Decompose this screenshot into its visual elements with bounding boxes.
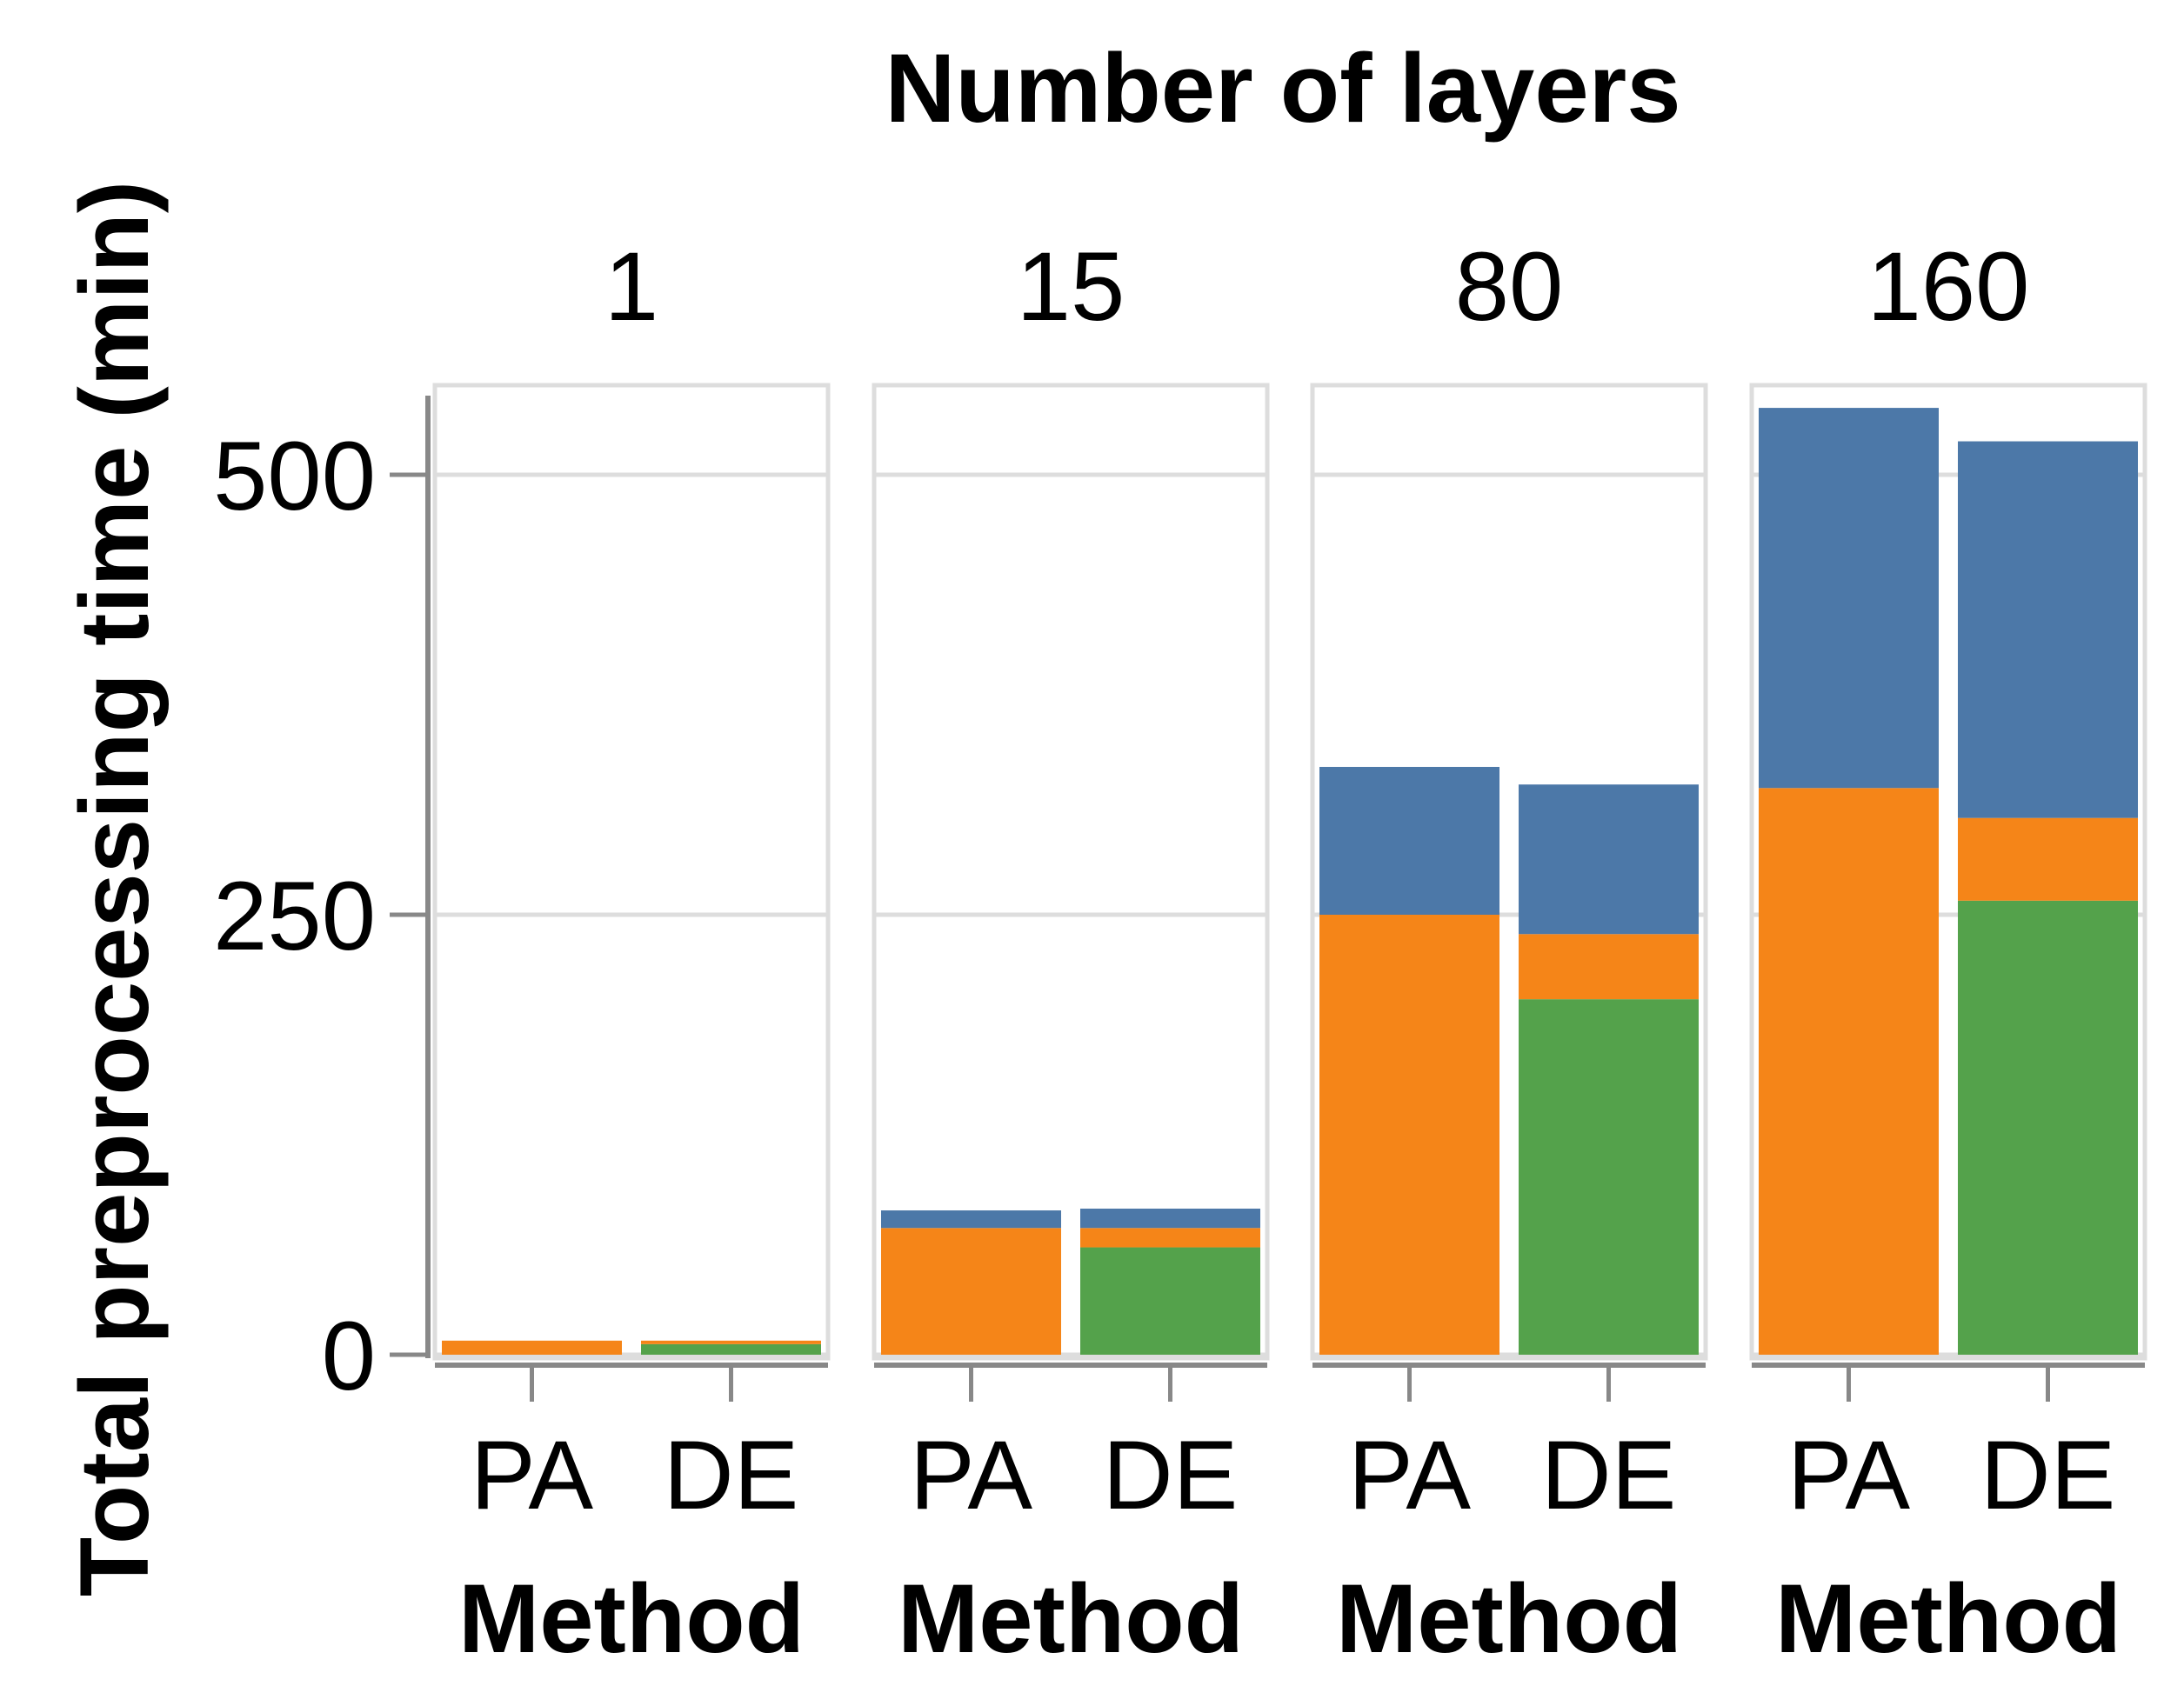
x-tick-label-160-PA: PA xyxy=(1787,1421,1910,1529)
x-tick-label-1-PA: PA xyxy=(471,1421,593,1529)
facet-label-80: 80 xyxy=(1455,232,1564,341)
y-tick-label: 0 xyxy=(322,1302,376,1410)
facet-panel-15: 15 PA DE Method xyxy=(872,232,1270,1673)
bar-segment-80-DE-green xyxy=(1519,999,1699,1355)
x-axis-title: Method xyxy=(898,1564,1244,1673)
y-axis: 0 250 500 xyxy=(213,396,431,1410)
facet-label-15: 15 xyxy=(1017,232,1125,341)
bar-segment-160-PA-orange xyxy=(1759,788,1939,1355)
y-tick-label: 250 xyxy=(213,862,376,970)
x-tick-label-80-PA: PA xyxy=(1348,1421,1471,1529)
bar-segment-160-DE-blue xyxy=(1958,441,2138,818)
panel-frame xyxy=(1310,383,1708,1361)
bar-segment-15-DE-green xyxy=(1080,1247,1260,1355)
facet-label-160: 160 xyxy=(1867,232,2030,341)
x-axis-title: Method xyxy=(458,1564,805,1673)
x-axis-title: Method xyxy=(1336,1564,1682,1673)
facet-panel-80: 80 PA DE Method xyxy=(1310,232,1708,1673)
bar-segment-160-DE-orange xyxy=(1958,817,2138,901)
x-tick-label-15-DE: DE xyxy=(1103,1421,1239,1529)
x-tick-label-80-DE: DE xyxy=(1541,1421,1677,1529)
bar-segment-80-PA-blue xyxy=(1319,766,1499,915)
bar-segment-15-DE-blue xyxy=(1080,1209,1260,1229)
bar-segment-15-DE-orange xyxy=(1080,1228,1260,1248)
facet-label-1: 1 xyxy=(604,232,658,341)
bar-segment-80-DE-blue xyxy=(1519,784,1699,935)
bar-segment-80-PA-orange xyxy=(1319,915,1499,1355)
facet-title: Number of layers xyxy=(885,34,1681,143)
bar-segment-160-PA-blue xyxy=(1759,408,1939,789)
x-tick-label-160-DE: DE xyxy=(1980,1421,2116,1529)
facet-panel-1: 1 PA DE Method xyxy=(432,232,831,1673)
facet-panel-160: 160 PA DE Method xyxy=(1749,232,2147,1673)
bar-segment-160-DE-green xyxy=(1958,900,2138,1355)
x-tick-label-1-DE: DE xyxy=(664,1421,799,1529)
panel-frame xyxy=(872,383,1270,1361)
bar-segment-15-PA-orange xyxy=(881,1228,1061,1355)
x-tick-label-15-PA: PA xyxy=(910,1421,1032,1529)
panel-frame xyxy=(1749,383,2147,1361)
bar-segment-1-DE-green xyxy=(641,1343,821,1355)
bar-segment-1-DE-orange xyxy=(641,1340,821,1344)
y-tick-label: 500 xyxy=(213,422,376,530)
x-axis-title: Method xyxy=(1775,1564,2121,1673)
panel-frame xyxy=(432,383,831,1361)
facet-panels: 1 PA DE Method 15 PA DE Method 80 PA DE Method 160 PA… xyxy=(432,232,2147,1673)
bar-segment-80-DE-orange xyxy=(1519,934,1699,1000)
y-axis-title: Total preprocessing time (min) xyxy=(60,181,169,1596)
bar-segment-15-PA-blue xyxy=(881,1210,1061,1229)
bar-segment-1-PA-orange xyxy=(442,1340,622,1355)
